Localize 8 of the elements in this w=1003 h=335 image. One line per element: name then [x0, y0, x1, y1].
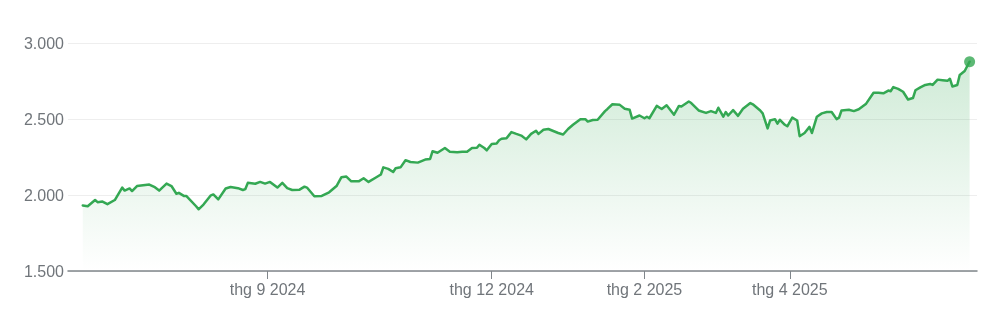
y-tick-label: 3.000 [23, 34, 65, 52]
x-tick-label: thg 2 2025 [606, 280, 683, 298]
x-tick-label: thg 4 2025 [751, 280, 828, 298]
y-tick-label: 2.000 [23, 186, 65, 204]
y-tick-label: 1.500 [23, 262, 65, 280]
x-tick-label: thg 9 2024 [229, 280, 306, 298]
y-tick-label: 2.500 [23, 110, 65, 128]
x-tick-label: thg 12 2024 [449, 280, 535, 298]
